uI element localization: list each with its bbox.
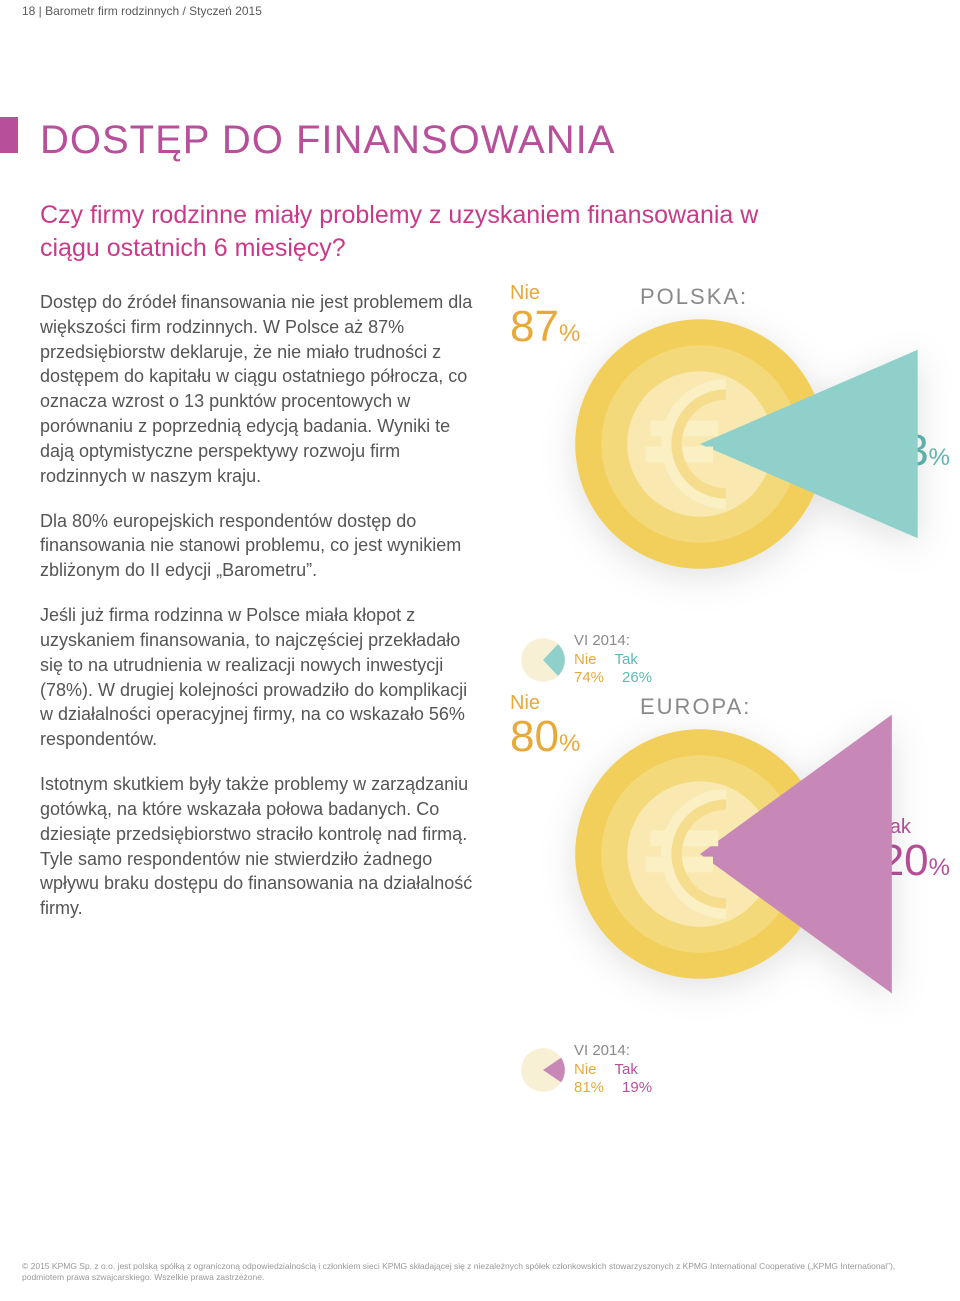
paragraph: Jeśli już firma rodzinna w Polsce miała … [40,603,480,752]
paragraph: Dostęp do źródeł finansowania nie jest p… [40,290,480,489]
paragraph: Dla 80% europejskich respondentów dostęp… [40,509,480,583]
pie-europa [570,724,830,984]
page-title: DOSTĘP DO FINANSOWANIA [40,118,920,163]
pie-svg [570,314,830,574]
chart-europa: Nie 80% EUROPA: Tak 20% [510,700,920,1110]
content-row: Dostęp do źródeł finansowania nie jest p… [40,290,920,1110]
charts-column: Nie 87% POLSKA: Tak 13% [510,290,920,1110]
mini-chart-polska: VI 2014: Nie Tak 74% 26% [520,632,652,688]
body-text-column: Dostęp do źródeł finansowania nie jest p… [40,290,480,1110]
mini-pie-svg [520,1047,566,1093]
page: 18 | Barometr firm rodzinnych / Styczeń … [0,0,960,1110]
chart-polska: Nie 87% POLSKA: Tak 13% [510,290,920,700]
page-subtitle: Czy firmy rodzinne miały problemy z uzys… [40,199,760,264]
pie-polska [570,314,830,574]
footer-legal: © 2015 KPMG Sp. z o.o. jest polską spółk… [22,1261,938,1283]
pie-svg [570,724,830,984]
accent-bar [0,117,18,153]
region-label: EUROPA: [640,694,751,720]
mini-chart-europa: VI 2014: Nie Tak 81% 19% [520,1042,652,1098]
mini-pie-svg [520,637,566,683]
mini-text: VI 2014: Nie Tak 74% 26% [574,632,652,688]
running-header: 18 | Barometr firm rodzinnych / Styczeń … [22,0,920,18]
mini-text: VI 2014: Nie Tak 81% 19% [574,1042,652,1098]
region-label: POLSKA: [640,284,748,310]
paragraph: Istotnym skutkiem były także problemy w … [40,772,480,921]
